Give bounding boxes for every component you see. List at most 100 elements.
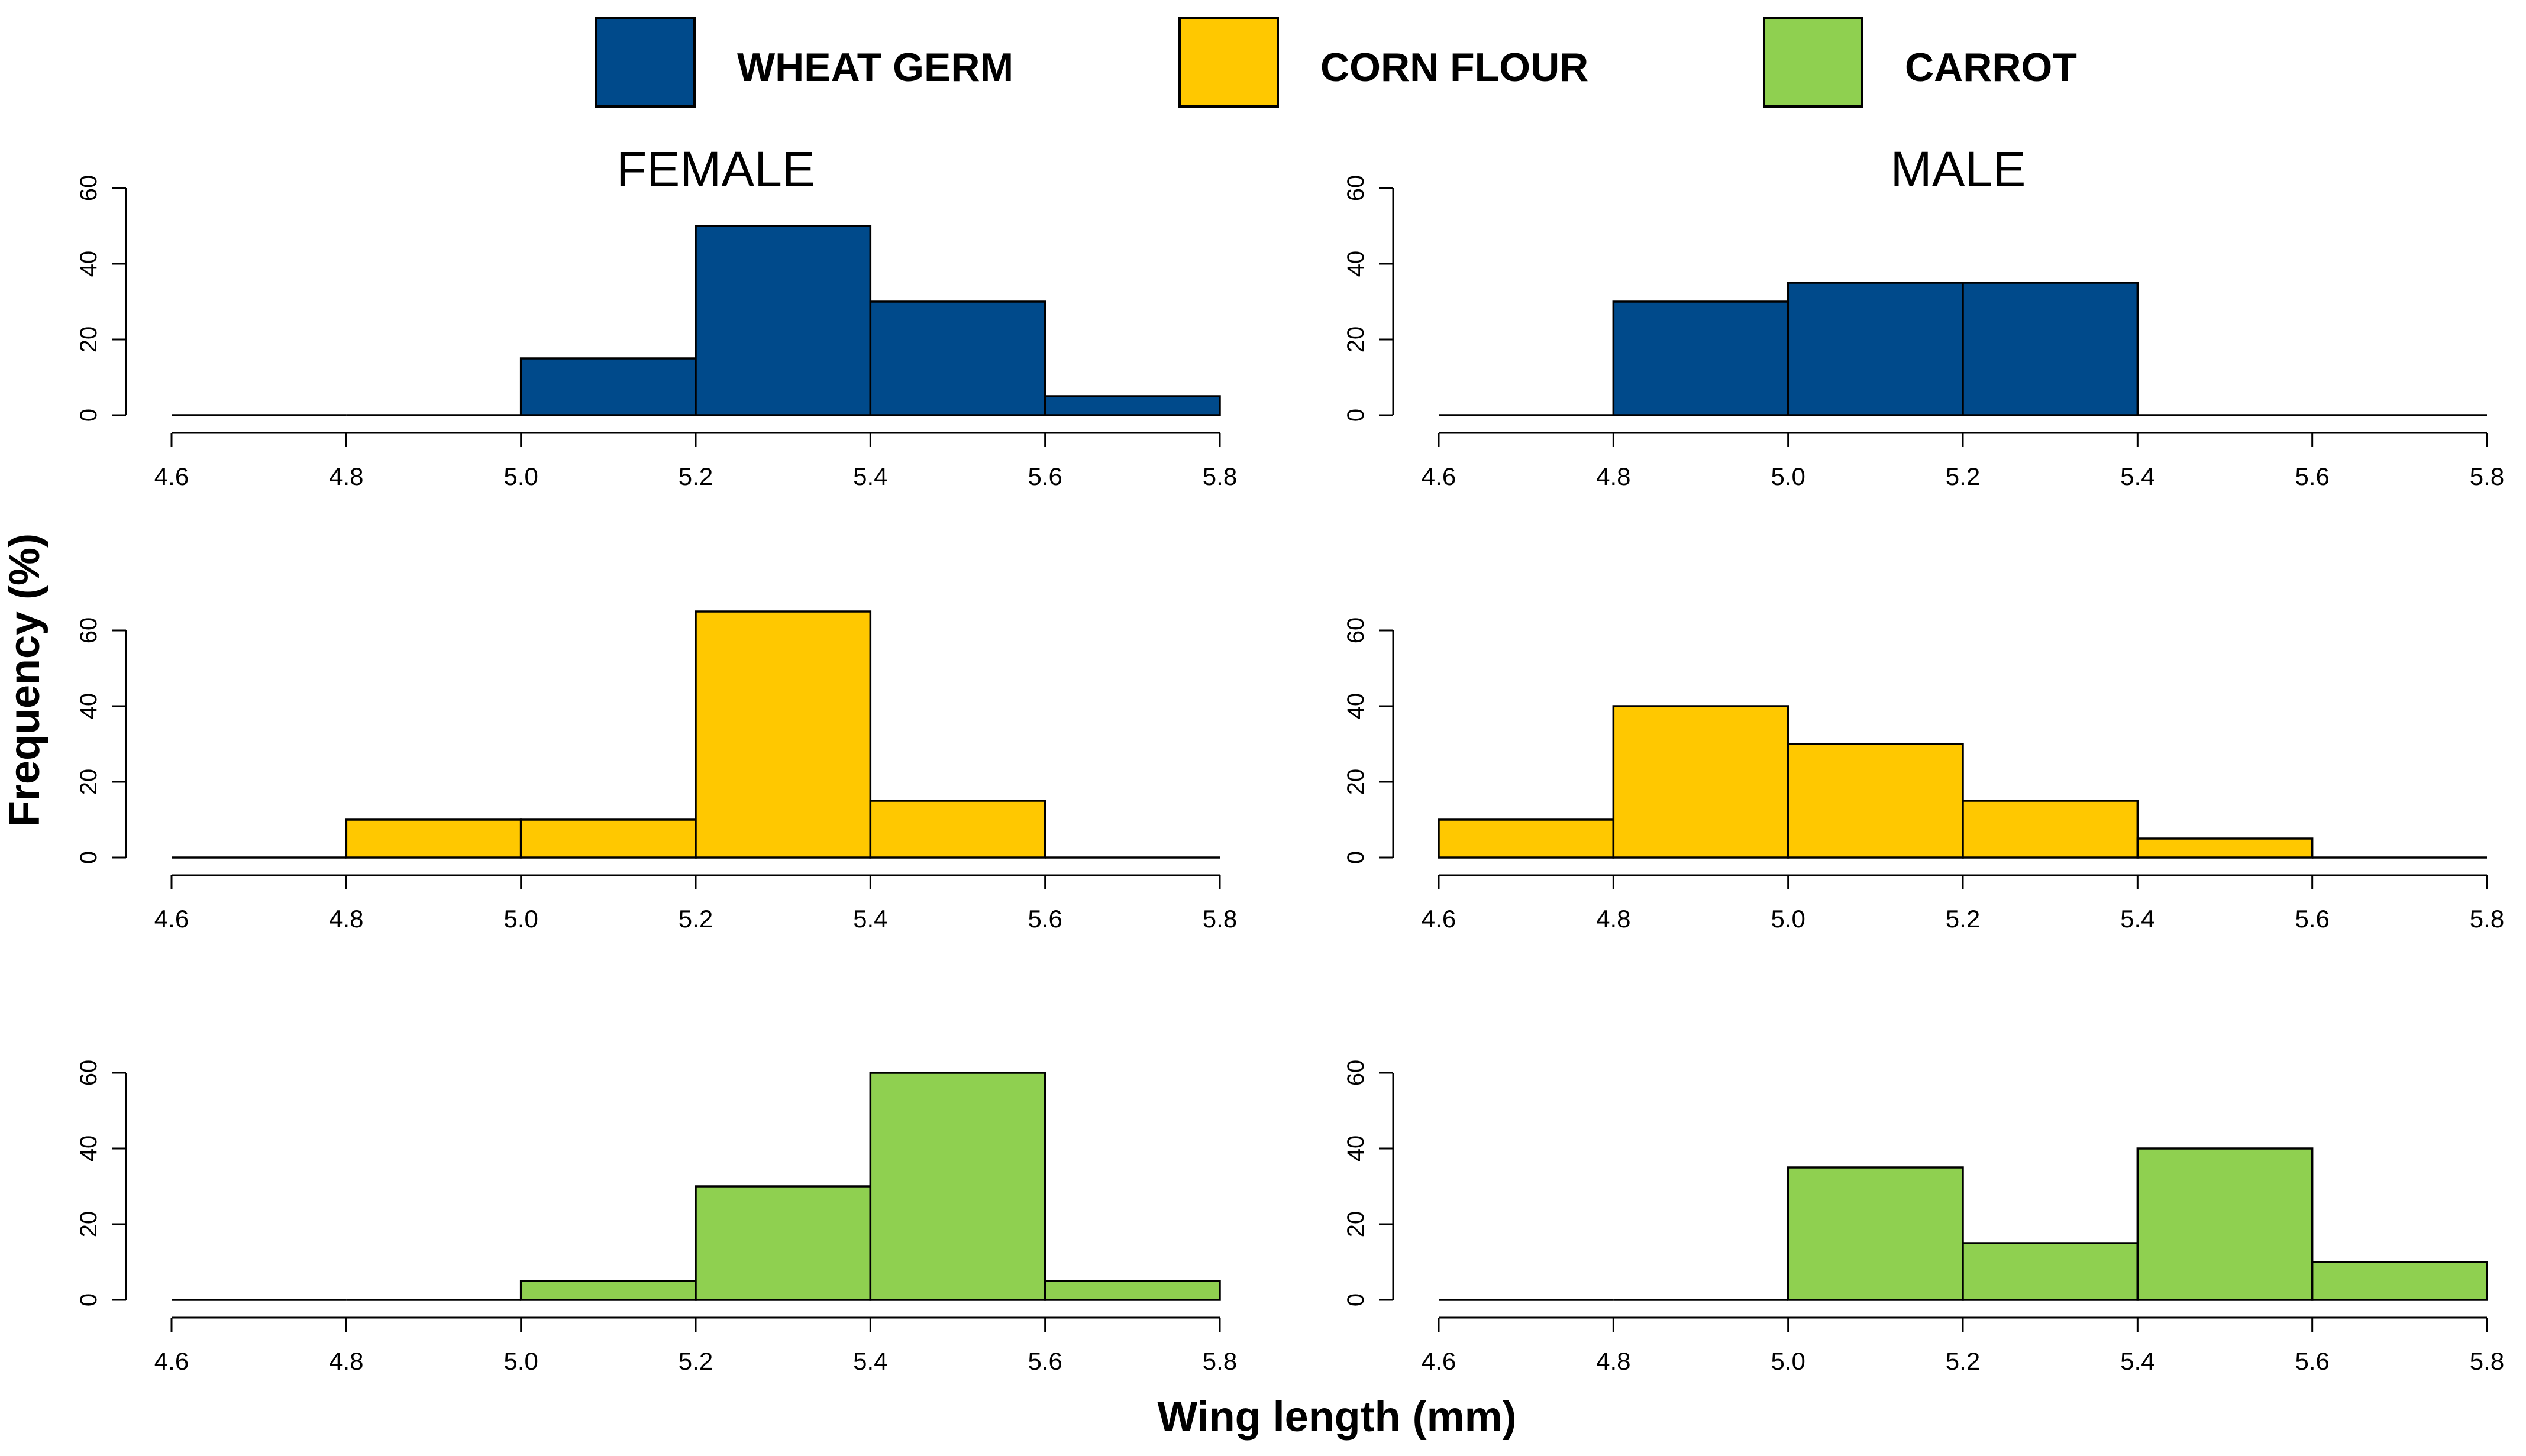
y-tick-label-female-wheat-germ-1: 20 (76, 326, 102, 353)
y-tick-label-female-corn-flour-1: 20 (76, 769, 102, 795)
bar-male-carrot-5 (2311, 1261, 2488, 1301)
panel-male-wheat-germ: 4.6 4.8 5.0 5.2 5.4 5.6 5.8 0 20 40 60 (1343, 175, 2504, 490)
bar-male-carrot-2 (1787, 1166, 1964, 1301)
legend: WHEAT GERM CORN FLOUR CARROT (595, 17, 2077, 108)
panel-male-corn-flour: 4.6 4.8 5.0 5.2 5.4 5.6 5.8 0 20 40 60 (1343, 617, 2504, 933)
x-tick-label-female-corn-flour-1: 4.8 (329, 905, 363, 933)
x-tick-label-female-corn-flour-2: 5.0 (503, 905, 538, 933)
x-tick-label-male-carrot-6: 5.8 (2470, 1347, 2504, 1375)
x-tick-label-female-corn-flour-6: 5.8 (1203, 905, 1237, 933)
x-tick-label-male-corn-flour-5: 5.6 (2295, 905, 2329, 933)
panel-female-wheat-germ: 4.6 4.8 5.0 5.2 5.4 5.6 5.8 0 20 40 60 (76, 175, 1237, 490)
y-tick-label-male-wheat-germ-3: 60 (1343, 175, 1369, 202)
bar-male-wheat-germ-1 (1612, 300, 1789, 416)
bar-male-corn-flour-3 (1962, 800, 2139, 859)
x-axis-label: Wing length (mm) (1157, 1393, 1516, 1441)
x-tick-label-female-wheat-germ-5: 5.6 (1028, 462, 1062, 490)
x-tick-label-male-wheat-germ-6: 5.8 (2470, 462, 2504, 490)
y-tick-label-female-corn-flour-3: 60 (76, 617, 102, 644)
y-tick-label-female-carrot-1: 20 (76, 1211, 102, 1238)
bar-male-corn-flour-2 (1787, 743, 1964, 859)
y-tick-label-male-carrot-2: 40 (1343, 1135, 1369, 1162)
x-tick-label-female-wheat-germ-2: 5.0 (503, 462, 538, 490)
x-tick-label-female-corn-flour-5: 5.6 (1028, 905, 1062, 933)
panels: 4.6 4.8 5.0 5.2 5.4 5.6 5.8 0 20 40 60 4.6 4.8 5.0 5.2… (76, 175, 2504, 1375)
bar-male-wheat-germ-2 (1787, 282, 1964, 416)
x-tick-label-male-corn-flour-1: 4.8 (1596, 905, 1630, 933)
x-tick-label-male-carrot-2: 5.0 (1771, 1347, 1805, 1375)
legend-swatch-wheat-germ (595, 17, 696, 108)
x-tick-label-male-carrot-4: 5.4 (2120, 1347, 2154, 1375)
column-title-male: MALE (1891, 141, 2026, 197)
x-tick-label-male-wheat-germ-3: 5.2 (1946, 462, 1980, 490)
x-tick-label-female-wheat-germ-6: 5.8 (1203, 462, 1237, 490)
x-tick-label-male-corn-flour-2: 5.0 (1771, 905, 1805, 933)
bar-male-corn-flour-4 (2136, 837, 2314, 859)
y-tick-label-female-corn-flour-0: 0 (76, 851, 102, 864)
x-tick-label-female-corn-flour-0: 4.6 (154, 905, 189, 933)
bar-female-carrot-5 (1044, 1280, 1221, 1301)
x-tick-label-female-carrot-2: 5.0 (503, 1347, 538, 1375)
y-tick-label-female-wheat-germ-2: 40 (76, 251, 102, 277)
bar-female-wheat-germ-2 (519, 357, 697, 416)
x-tick-label-male-corn-flour-6: 5.8 (2470, 905, 2504, 933)
y-tick-label-male-carrot-0: 0 (1343, 1293, 1369, 1306)
bar-male-wheat-germ-3 (1962, 282, 2139, 416)
y-tick-label-male-carrot-1: 20 (1343, 1211, 1369, 1238)
y-tick-label-male-carrot-3: 60 (1343, 1060, 1369, 1086)
x-tick-label-male-carrot-3: 5.2 (1946, 1347, 1980, 1375)
panel-male-carrot: 4.6 4.8 5.0 5.2 5.4 5.6 5.8 0 20 40 60 (1343, 1060, 2504, 1375)
x-tick-label-female-wheat-germ-0: 4.6 (154, 462, 189, 490)
column-title-female: FEMALE (616, 141, 815, 197)
x-tick-label-female-corn-flour-4: 5.4 (853, 905, 887, 933)
y-tick-label-male-wheat-germ-2: 40 (1343, 251, 1369, 277)
y-tick-label-male-corn-flour-0: 0 (1343, 851, 1369, 864)
legend-label-carrot: CARROT (1905, 45, 2077, 90)
x-tick-label-male-corn-flour-0: 4.6 (1422, 905, 1456, 933)
y-tick-label-female-wheat-germ-0: 0 (76, 409, 102, 422)
x-tick-label-female-carrot-3: 5.2 (679, 1347, 713, 1375)
column-titles: FEMALE MALE (616, 141, 2026, 197)
bar-female-carrot-2 (519, 1280, 697, 1301)
x-tick-label-female-corn-flour-3: 5.2 (679, 905, 713, 933)
x-tick-label-female-carrot-4: 5.4 (853, 1347, 887, 1375)
legend-swatch-carrot (1763, 17, 1863, 108)
bar-female-corn-flour-2 (519, 818, 697, 859)
x-tick-label-male-wheat-germ-0: 4.6 (1422, 462, 1456, 490)
y-tick-label-male-corn-flour-1: 20 (1343, 769, 1369, 795)
y-tick-label-male-corn-flour-3: 60 (1343, 617, 1369, 644)
legend-label-corn-flour: CORN FLOUR (1320, 45, 1588, 90)
x-tick-label-male-wheat-germ-1: 4.8 (1596, 462, 1630, 490)
y-tick-label-female-carrot-3: 60 (76, 1060, 102, 1086)
x-tick-label-female-carrot-5: 5.6 (1028, 1347, 1062, 1375)
x-tick-label-male-corn-flour-3: 5.2 (1946, 905, 1980, 933)
legend-label-wheat-germ: WHEAT GERM (737, 45, 1013, 90)
panel-female-corn-flour: 4.6 4.8 5.0 5.2 5.4 5.6 5.8 0 20 40 60 (76, 610, 1237, 933)
bar-female-corn-flour-3 (695, 610, 872, 859)
y-tick-label-male-wheat-germ-1: 20 (1343, 326, 1369, 353)
x-tick-label-male-carrot-0: 4.6 (1422, 1347, 1456, 1375)
panel-female-carrot: 4.6 4.8 5.0 5.2 5.4 5.6 5.8 0 20 40 60 (76, 1060, 1237, 1375)
bar-male-carrot-3 (1962, 1242, 2139, 1301)
x-tick-label-male-wheat-germ-5: 5.6 (2295, 462, 2329, 490)
bar-male-carrot-4 (2136, 1147, 2314, 1301)
bar-female-corn-flour-4 (869, 800, 1046, 859)
x-tick-label-female-wheat-germ-3: 5.2 (679, 462, 713, 490)
x-tick-label-female-wheat-germ-4: 5.4 (853, 462, 887, 490)
bar-female-wheat-germ-4 (869, 300, 1046, 416)
x-tick-label-female-carrot-6: 5.8 (1203, 1347, 1237, 1375)
y-tick-label-male-corn-flour-2: 40 (1343, 693, 1369, 720)
bar-female-wheat-germ-3 (695, 225, 872, 416)
bar-male-corn-flour-0 (1438, 818, 1615, 859)
x-tick-label-male-corn-flour-4: 5.4 (2120, 905, 2154, 933)
x-tick-label-male-wheat-germ-2: 5.0 (1771, 462, 1805, 490)
x-tick-label-male-wheat-germ-4: 5.4 (2120, 462, 2154, 490)
x-tick-label-female-carrot-1: 4.8 (329, 1347, 363, 1375)
bar-female-corn-flour-1 (345, 818, 522, 859)
y-tick-label-male-wheat-germ-0: 0 (1343, 409, 1369, 422)
y-tick-label-female-wheat-germ-3: 60 (76, 175, 102, 202)
bar-female-wheat-germ-5 (1044, 395, 1221, 416)
x-tick-label-female-wheat-germ-1: 4.8 (329, 462, 363, 490)
x-tick-label-female-carrot-0: 4.6 (154, 1347, 189, 1375)
